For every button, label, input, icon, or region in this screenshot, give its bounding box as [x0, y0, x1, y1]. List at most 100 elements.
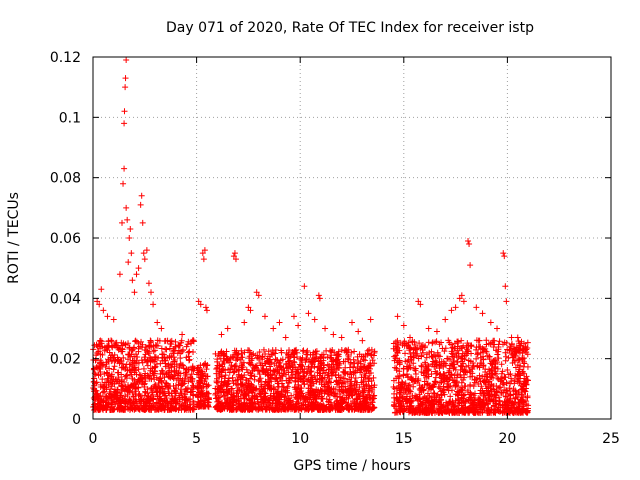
data-point [363, 399, 370, 406]
data-point [329, 369, 336, 376]
data-point [361, 393, 368, 400]
data-point [304, 351, 311, 358]
data-point [331, 390, 338, 397]
data-point [468, 343, 475, 350]
data-point [266, 378, 273, 385]
data-point [278, 349, 285, 356]
data-point [148, 376, 155, 383]
data-point [421, 344, 428, 351]
data-point [249, 406, 256, 413]
grid-lines [93, 57, 611, 419]
data-point [486, 407, 493, 414]
data-point [395, 358, 402, 365]
data-point [494, 389, 501, 396]
data-point [491, 403, 498, 410]
data-point [494, 325, 501, 332]
data-point [337, 400, 344, 407]
data-point [124, 367, 131, 374]
data-point [312, 398, 319, 405]
data-point [342, 358, 349, 365]
data-point [162, 346, 169, 353]
data-point [107, 406, 114, 413]
data-point [258, 381, 265, 388]
data-point [263, 406, 270, 413]
data-point [464, 347, 471, 354]
data-point [260, 346, 267, 353]
data-point [301, 381, 308, 388]
data-point [267, 356, 274, 363]
data-point [223, 357, 230, 364]
data-point [262, 350, 269, 357]
data-point [190, 392, 197, 399]
data-point [403, 365, 410, 372]
data-point [276, 396, 283, 403]
data-point [265, 382, 272, 389]
data-point [330, 331, 337, 338]
data-point [467, 262, 474, 269]
data-point [453, 349, 460, 356]
data-point [520, 340, 527, 347]
data-point [120, 354, 127, 361]
x-tick-label: 5 [192, 431, 201, 447]
data-point [179, 346, 186, 353]
data-point [124, 216, 131, 223]
data-point [270, 367, 277, 374]
data-point [222, 372, 229, 379]
data-point [316, 295, 323, 302]
data-point [194, 364, 201, 371]
data-point [241, 395, 248, 402]
data-point [522, 385, 529, 392]
data-point [519, 407, 526, 414]
data-point [310, 401, 317, 408]
data-point [215, 394, 222, 401]
data-point [417, 345, 424, 352]
data-point [305, 406, 312, 413]
data-point [321, 362, 328, 369]
data-point [156, 377, 163, 384]
data-point [318, 381, 325, 388]
data-point [247, 307, 254, 314]
data-point [143, 247, 150, 254]
data-point [370, 384, 377, 391]
data-point [96, 402, 103, 409]
data-point [267, 375, 274, 382]
data-point [415, 397, 422, 404]
data-point [354, 364, 361, 371]
data-point [151, 364, 158, 371]
data-point [281, 394, 288, 401]
x-tick-label: 20 [498, 431, 516, 447]
data-point [138, 357, 145, 364]
data-point [242, 391, 249, 398]
data-point [297, 355, 304, 362]
data-point [454, 406, 461, 413]
data-point [231, 250, 238, 257]
data-point [442, 316, 449, 323]
data-point [310, 389, 317, 396]
data-point [522, 347, 529, 354]
data-point [426, 349, 433, 356]
data-point [174, 372, 181, 379]
data-point [368, 352, 375, 359]
data-point [483, 376, 490, 383]
data-point [404, 374, 411, 381]
data-point [93, 406, 100, 413]
data-point [333, 398, 340, 405]
data-point [488, 367, 495, 374]
data-point [325, 366, 332, 373]
data-point [175, 392, 182, 399]
data-point [185, 338, 192, 345]
data-point [502, 393, 509, 400]
data-point [131, 365, 138, 372]
data-point [114, 405, 121, 412]
data-point [255, 367, 262, 374]
data-point [507, 395, 514, 402]
data-point [491, 341, 498, 348]
data-point [123, 204, 130, 211]
data-point [371, 392, 378, 399]
data-point [360, 353, 367, 360]
data-point [273, 374, 280, 381]
data-point [224, 405, 231, 412]
data-point [512, 364, 519, 371]
data-point [120, 180, 127, 187]
data-point [313, 378, 320, 385]
